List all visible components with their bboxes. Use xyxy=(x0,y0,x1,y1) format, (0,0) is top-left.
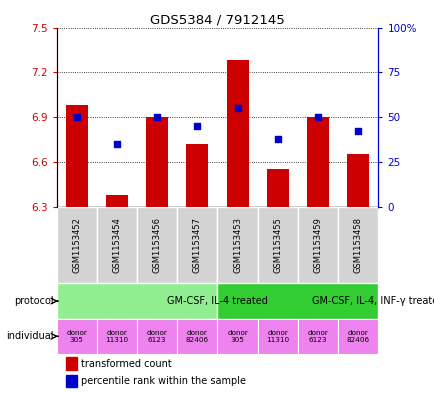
Text: donor
305: donor 305 xyxy=(66,330,87,343)
Bar xyxy=(186,144,208,207)
Text: donor
82406: donor 82406 xyxy=(346,330,369,343)
Text: donor
6123: donor 6123 xyxy=(307,330,328,343)
Point xyxy=(233,105,240,111)
Point xyxy=(194,123,201,129)
Bar xyxy=(266,169,288,207)
Bar xyxy=(56,319,97,354)
Text: individual: individual xyxy=(6,331,53,341)
Bar xyxy=(226,61,248,207)
Text: transformed count: transformed count xyxy=(81,359,171,369)
Text: GSM1153455: GSM1153455 xyxy=(273,217,282,273)
Text: donor
6123: donor 6123 xyxy=(146,330,167,343)
Text: GSM1153454: GSM1153454 xyxy=(112,217,121,273)
Title: GDS5384 / 7912145: GDS5384 / 7912145 xyxy=(150,13,284,26)
Bar xyxy=(217,207,257,283)
Bar xyxy=(137,207,177,283)
Bar xyxy=(346,154,368,207)
Bar xyxy=(257,319,297,354)
Bar xyxy=(56,207,97,283)
Text: GM-CSF, IL-4, INF-γ treated: GM-CSF, IL-4, INF-γ treated xyxy=(312,296,434,306)
Point xyxy=(113,141,120,147)
Bar xyxy=(146,117,168,207)
Text: donor
11310: donor 11310 xyxy=(266,330,289,343)
Bar xyxy=(105,195,128,207)
Bar xyxy=(297,207,338,283)
Point xyxy=(73,114,80,120)
Bar xyxy=(338,207,378,283)
Point xyxy=(314,114,321,120)
Text: donor
305: donor 305 xyxy=(227,330,247,343)
Text: donor
82406: donor 82406 xyxy=(185,330,208,343)
Text: GSM1153452: GSM1153452 xyxy=(72,217,81,273)
Text: GM-CSF, IL-4 treated: GM-CSF, IL-4 treated xyxy=(167,296,267,306)
Text: GSM1153459: GSM1153459 xyxy=(313,217,322,273)
Bar xyxy=(96,319,137,354)
Bar xyxy=(217,283,378,319)
Bar xyxy=(297,319,338,354)
Text: donor
11310: donor 11310 xyxy=(105,330,128,343)
Point xyxy=(274,136,281,142)
Bar xyxy=(56,283,217,319)
Bar xyxy=(177,319,217,354)
Text: GSM1153456: GSM1153456 xyxy=(152,217,161,273)
Bar xyxy=(137,319,177,354)
Bar xyxy=(66,357,77,370)
Point xyxy=(354,128,361,134)
Bar xyxy=(177,207,217,283)
Text: GSM1153458: GSM1153458 xyxy=(353,217,362,273)
Text: percentile rank within the sample: percentile rank within the sample xyxy=(81,376,245,386)
Bar xyxy=(257,207,297,283)
Text: protocol: protocol xyxy=(14,296,53,306)
Bar xyxy=(96,207,137,283)
Bar xyxy=(217,319,257,354)
Bar xyxy=(338,319,378,354)
Bar xyxy=(66,105,88,207)
Point xyxy=(153,114,160,120)
Text: GSM1153453: GSM1153453 xyxy=(233,217,242,273)
Bar xyxy=(66,375,77,387)
Text: GSM1153457: GSM1153457 xyxy=(192,217,201,273)
Bar xyxy=(306,117,329,207)
